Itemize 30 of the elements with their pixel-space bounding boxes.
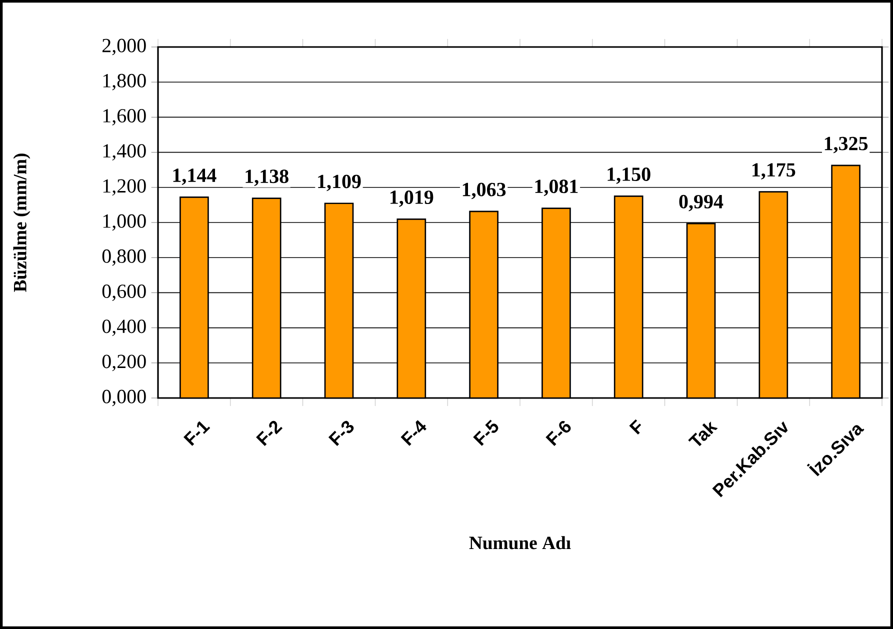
- y-tick-label: 1,400: [103, 144, 146, 160]
- y-tick-label: 1,600: [103, 109, 146, 126]
- data-label: 0,994: [679, 194, 724, 212]
- y-tick-label: 0,600: [102, 284, 146, 301]
- y-tick-label: 0,400: [102, 320, 146, 336]
- y-tick-label: 0,000: [102, 390, 146, 406]
- x-axis-title: Numune Adı: [469, 536, 571, 550]
- x-tick-label: F-3: [328, 420, 354, 446]
- x-tick-label: F-2: [256, 420, 283, 446]
- data-label: 1,150: [608, 168, 650, 184]
- x-tick-label: F: [629, 419, 642, 435]
- data-label: 1,019: [390, 190, 434, 207]
- data-label: 1,144: [173, 168, 216, 185]
- x-tick-label: F-4: [400, 420, 426, 446]
- x-tick-label: F-1: [184, 421, 210, 446]
- y-tick-label: 0,200: [102, 354, 146, 372]
- y-tick-label: 2,000: [102, 38, 146, 56]
- x-tick-label: F-6: [546, 420, 571, 446]
- x-tick-label: F-5: [473, 420, 498, 446]
- data-label: 1,081: [535, 180, 578, 196]
- y-tick-label: 1,200: [103, 179, 146, 196]
- data-label: 1,063: [462, 182, 506, 200]
- y-axis-title: Büzülme (mm/m): [13, 154, 30, 292]
- data-label: 1,175: [752, 163, 796, 180]
- y-tick-label: 1,800: [103, 74, 146, 90]
- y-tick-label: 1,000: [103, 214, 146, 231]
- data-label: 1,138: [246, 170, 288, 186]
- data-label: 1,109: [318, 174, 361, 192]
- data-label: 1,325: [824, 136, 868, 154]
- y-tick-label: 0,800: [102, 249, 146, 266]
